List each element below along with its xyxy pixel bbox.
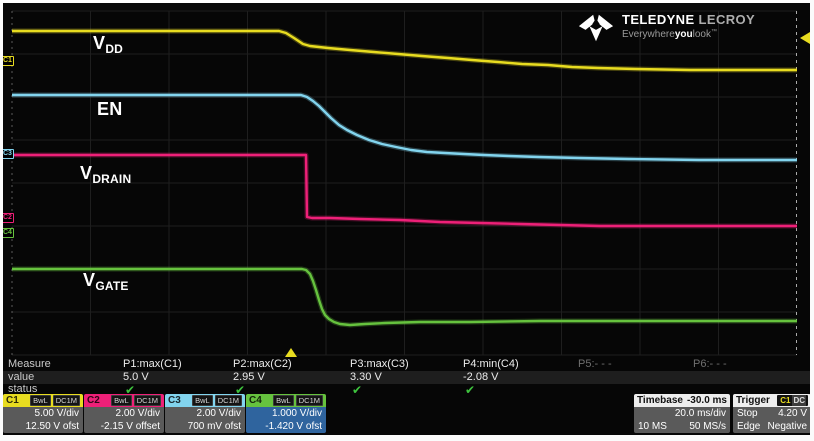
trigger-level: 4.20 V <box>778 408 807 419</box>
offset-value: -1.420 V ofst <box>265 420 322 432</box>
volts-per-div: 1.000 V/div <box>271 408 322 419</box>
channel-box-c4[interactable]: C4 BwL DC1M 1.000 V/div -1.420 V ofst <box>246 394 326 433</box>
offset-value: 700 mV ofst <box>187 420 241 432</box>
trigger-position-marker[interactable] <box>285 348 297 357</box>
trace-label-vgate: VGATE <box>83 270 129 293</box>
timebase-settings: 20.0 ms/div 10 MS 50 MS/s <box>634 407 730 433</box>
channel-box-c4-settings: 1.000 V/div -1.420 V ofst <box>246 407 326 433</box>
bandwidth-limit-badge: BwL <box>273 395 294 406</box>
volts-per-div: 2.00 V/div <box>196 408 241 419</box>
trigger-source-chip: C1 <box>780 396 791 405</box>
channel-box-c3-settings: 2.00 V/div 700 mV ofst <box>165 407 245 433</box>
timebase-header: Timebase -30.0 ms <box>634 394 730 407</box>
trace-label-en: EN <box>97 99 123 119</box>
status-ok-icon-p1: ✔ <box>125 383 136 397</box>
trace-c1 <box>12 29 797 72</box>
trigger-slope: Negative <box>767 420 807 432</box>
trace-c2 <box>12 153 797 228</box>
channel-box-c1[interactable]: C1 BwL DC1M 5.00 V/div 12.50 V ofst <box>3 394 83 433</box>
trigger-source-chips: C1 DC <box>777 395 808 406</box>
border-left <box>0 0 3 441</box>
waveform-traces <box>12 28 797 328</box>
trigger-type: Edge <box>737 420 761 432</box>
offset-value: 12.50 V ofst <box>25 420 79 432</box>
teledyne-lecroy-logo: TELEDYNE LECROY Everywhereyoulook™ <box>577 13 755 43</box>
volts-per-div: 2.00 V/div <box>115 408 160 419</box>
bandwidth-limit-badge: BwL <box>30 395 51 406</box>
channel-id: C3 <box>168 395 181 406</box>
channel-box-c4-header: C4 BwL DC1M <box>246 394 326 407</box>
trace-c4 <box>12 267 797 327</box>
border-top <box>0 0 814 3</box>
trigger-coupling-chip: DC <box>792 395 806 406</box>
status-row-title: status <box>8 383 38 395</box>
border-bottom <box>0 435 814 441</box>
trigger-box[interactable]: Trigger C1 DC Stop 4.20 V Edge Negative <box>733 394 811 433</box>
measure-p2-label[interactable]: P2:max(C2) <box>233 358 292 370</box>
channel-box-c2-settings: 2.00 V/div -2.15 V offset <box>84 407 164 433</box>
coupling-badge: DC1M <box>214 395 242 406</box>
trigger-header: Trigger C1 DC <box>733 394 811 407</box>
channel-id: C4 <box>249 395 262 406</box>
measure-p1-value: 5.0 V <box>123 371 149 383</box>
border-right <box>810 0 814 441</box>
channel-box-c3[interactable]: C3 BwL DC1M 2.00 V/div 700 mV ofst <box>165 394 245 433</box>
graticule <box>12 10 797 356</box>
sample-rate: 50 MS/s <box>689 420 726 432</box>
measure-p4-value: -2.08 V <box>463 371 499 383</box>
trace-c3 <box>12 93 797 162</box>
logo-text: TELEDYNE LECROY Everywhereyoulook™ <box>622 12 756 41</box>
channel-id: C1 <box>6 395 19 406</box>
timebase-box[interactable]: Timebase -30.0 ms 20.0 ms/div 10 MS 50 M… <box>634 394 730 433</box>
sample-count: 10 MS <box>638 420 667 432</box>
measure-p5-label[interactable]: P5:- - - <box>578 358 612 370</box>
time-per-div: 20.0 ms/div <box>674 408 726 419</box>
trigger-title: Trigger <box>736 395 770 406</box>
measure-p6-label[interactable]: P6:- - - <box>693 358 727 370</box>
trigger-mode: Stop <box>737 408 758 419</box>
channel-box-c3-header: C3 BwL DC1M <box>165 394 245 407</box>
trigger-settings: Stop 4.20 V Edge Negative <box>733 407 811 433</box>
measure-row-title: Measure <box>8 358 51 370</box>
timebase-title: Timebase <box>637 395 683 406</box>
measure-p3-label[interactable]: P3:max(C3) <box>350 358 409 370</box>
measure-status-row: status ✔ ✔ ✔ ✔ <box>0 383 814 397</box>
offset-value: -2.15 V offset <box>100 420 160 432</box>
channel-box-c2-header: C2 BwL DC1M <box>84 394 164 407</box>
status-ok-icon-p4: ✔ <box>465 383 476 397</box>
bandwidth-limit-badge: BwL <box>192 395 213 406</box>
coupling-badge: DC1M <box>52 395 80 406</box>
trigger-level-marker[interactable] <box>800 32 810 44</box>
channel-box-c1-settings: 5.00 V/div 12.50 V ofst <box>3 407 83 433</box>
trace-label-vdd: VDD <box>93 33 124 56</box>
status-ok-icon-p3: ✔ <box>352 383 363 397</box>
bandwidth-limit-badge: BwL <box>111 395 132 406</box>
value-row-title: value <box>8 371 35 383</box>
measure-p2-value: 2.95 V <box>233 371 265 383</box>
channel-box-c2[interactable]: C2 BwL DC1M 2.00 V/div -2.15 V offset <box>84 394 164 433</box>
channel-box-c1-header: C1 BwL DC1M <box>3 394 83 407</box>
measure-p1-label[interactable]: P1:max(C1) <box>123 358 182 370</box>
channel-id: C2 <box>87 395 100 406</box>
teledyne-arrows-icon <box>578 14 614 42</box>
timebase-delay: -30.0 ms <box>686 395 727 406</box>
volts-per-div: 5.00 V/div <box>34 408 79 419</box>
status-ok-icon-p2: ✔ <box>235 383 246 397</box>
measure-value-row: value 5.0 V 2.95 V 3.30 V -2.08 V <box>0 371 814 384</box>
coupling-badge: DC1M <box>295 395 323 406</box>
coupling-badge: DC1M <box>133 395 161 406</box>
measure-label-row: Measure P1:max(C1) P2:max(C2) P3:max(C3)… <box>0 358 814 371</box>
measure-p3-value: 3.30 V <box>350 371 382 383</box>
measure-p4-label[interactable]: P4:min(C4) <box>463 358 519 370</box>
trace-label-vdrain: VDRAIN <box>80 163 132 186</box>
